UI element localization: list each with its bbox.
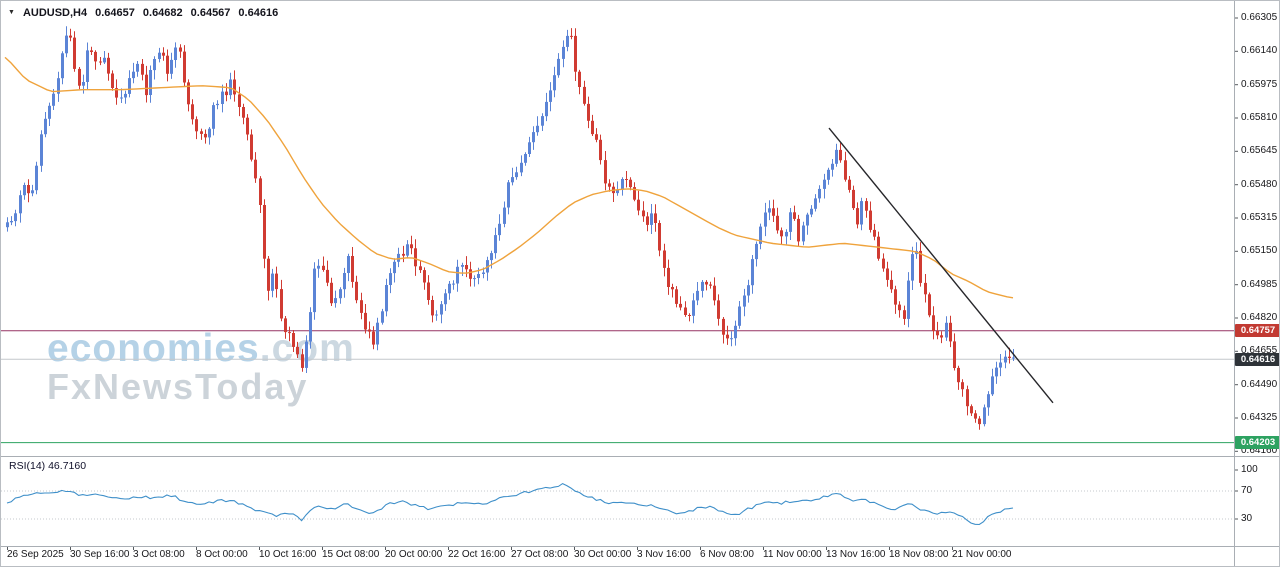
time-axis-label: 18 Nov 08:00 (889, 549, 949, 560)
time-axis-label: 21 Nov 00:00 (952, 549, 1012, 560)
quote-high: 0.64682 (142, 7, 183, 19)
price-axis-label: 0.65315 (1241, 211, 1278, 223)
rsi-scale-label: 30 (1241, 513, 1253, 524)
price-badge-support-line: 0.64203 (1235, 436, 1279, 450)
time-axis-separator (1, 546, 1279, 547)
time-axis-label: 15 Oct 08:00 (322, 549, 380, 560)
time-axis-label: 8 Oct 00:00 (196, 549, 248, 560)
time-axis-label: 3 Oct 08:00 (133, 549, 185, 560)
time-axis-label: 10 Oct 16:00 (259, 549, 317, 560)
price-axis-label: 0.65810 (1241, 111, 1278, 123)
time-axis-label: 6 Nov 08:00 (700, 549, 754, 560)
price-badge-current-price-line: 0.64616 (1235, 352, 1279, 366)
rsi-scale-label: 100 (1241, 464, 1258, 475)
time-axis-label: 30 Sep 16:00 (70, 549, 130, 560)
price-axis-label: 0.64820 (1241, 311, 1278, 323)
price-axis-label: 0.65480 (1241, 178, 1278, 190)
quote-open: 0.64657 (95, 7, 135, 19)
time-axis-label: 26 Sep 2025 (7, 549, 64, 560)
quote-low: 0.64567 (190, 7, 231, 19)
indicator-pane-separator[interactable] (1, 456, 1279, 457)
time-axis-label: 22 Oct 16:00 (448, 549, 506, 560)
price-axis-label: 0.66140 (1241, 45, 1278, 57)
time-axis-label: 20 Oct 00:00 (385, 549, 443, 560)
price-axis-label: 0.64160 (1241, 445, 1278, 457)
symbol-info-bar: ▼ AUDUSD,H4 0.64657 0.64682 0.64567 0.64… (8, 7, 278, 19)
rsi-indicator-label: RSI(14) 46.7160 (9, 460, 87, 472)
chevron-down-icon[interactable]: ▼ (8, 8, 15, 16)
price-axis-label: 0.66305 (1241, 12, 1278, 23)
time-axis-label: 27 Oct 08:00 (511, 549, 569, 560)
price-axis-label: 0.64490 (1241, 378, 1278, 390)
price-axis-label: 0.64985 (1241, 278, 1278, 290)
price-badge-resistance-line: 0.64757 (1235, 324, 1279, 338)
price-axis-label: 0.65645 (1241, 145, 1278, 157)
watermark-subbrand: FxNewsToday (47, 365, 309, 407)
quote-close: 0.64616 (238, 7, 279, 19)
price-axis-separator (1234, 1, 1235, 566)
symbol-label: AUDUSD,H4 (22, 7, 88, 19)
time-axis-label: 11 Nov 00:00 (763, 549, 822, 560)
time-axis-label: 30 Oct 00:00 (574, 549, 632, 560)
price-axis-label: 0.64325 (1241, 411, 1278, 423)
rsi-scale-label: 70 (1241, 485, 1253, 496)
time-axis-label: 13 Nov 16:00 (826, 549, 886, 560)
price-axis-label: 0.65150 (1241, 245, 1278, 257)
price-axis-label: 0.65975 (1241, 78, 1278, 90)
price-axis-label: 0.64655 (1241, 345, 1278, 357)
watermark-brand-main: economies (47, 327, 260, 370)
time-axis-label: 3 Nov 16:00 (637, 549, 691, 560)
